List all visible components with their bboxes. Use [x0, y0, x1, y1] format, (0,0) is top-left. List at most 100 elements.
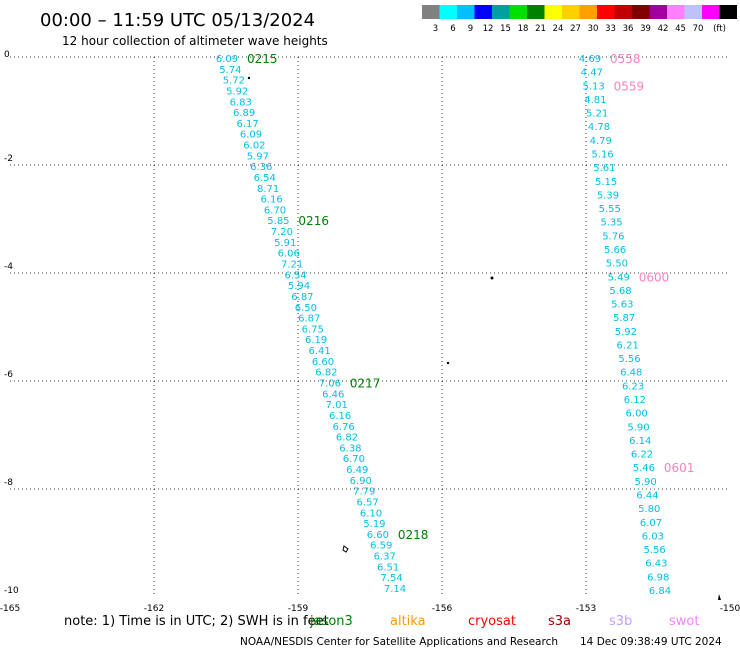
- wave-height-value: 6.02: [243, 141, 265, 152]
- colorbar-label: 27: [570, 24, 581, 34]
- wave-height-value: 7.21: [281, 260, 303, 271]
- track-time-label: 0217: [350, 376, 381, 390]
- longitude-ticks: -165 -162 -159 -156 -153 -150: [0, 604, 740, 614]
- wave-height-value: 6.17: [236, 119, 258, 130]
- wave-height-value: 5.55: [599, 204, 621, 215]
- lat-tick-label: -8: [4, 478, 13, 488]
- wave-height-value: 6.23: [622, 381, 644, 392]
- wave-height-value: 5.21: [586, 109, 608, 120]
- wave-height-value: 6.21: [617, 340, 639, 351]
- wave-height-value: 6.37: [374, 552, 396, 563]
- wave-height-value: 6.22: [631, 450, 653, 461]
- colorbar-swatch: [439, 5, 457, 19]
- colorbar-label: 9: [468, 24, 473, 34]
- wave-height-value: 6.51: [377, 562, 399, 573]
- wave-height-value: 7.79: [353, 487, 375, 498]
- wave-height-value: 5.56: [643, 545, 665, 556]
- colorbar-label: 39: [640, 24, 651, 34]
- wave-height-value: 6.60: [312, 357, 334, 368]
- colorbar-swatch: [649, 5, 667, 19]
- wave-height-value: 4.79: [590, 136, 612, 147]
- wave-height-value: 6.50: [295, 303, 317, 314]
- colorbar-swatch: [474, 5, 492, 19]
- colorbar-swatch: [667, 5, 685, 19]
- colorbar-swatch: [719, 5, 737, 19]
- satellite-legend-item: swot: [669, 614, 699, 629]
- track-time-label: 0558: [610, 52, 641, 66]
- wave-height-value: 7.14: [384, 584, 406, 595]
- colorbar-swatch: [527, 5, 545, 19]
- colorbar-label: 15: [500, 24, 511, 34]
- wave-height-value: 6.54: [254, 173, 276, 184]
- colorbar-swatch: [544, 5, 562, 19]
- wave-height-value: 5.92: [226, 86, 248, 97]
- wave-height-value: 5.56: [618, 354, 640, 365]
- wave-height-value: 5.35: [600, 218, 622, 229]
- wave-height-value: 6.87: [298, 314, 320, 325]
- track-time-label: 0218: [398, 528, 429, 542]
- wave-height-value: 6.98: [647, 572, 669, 583]
- colorbar-swatch: [509, 5, 527, 19]
- lon-tick-label: -159: [288, 604, 309, 614]
- wave-height-value: 5.68: [609, 286, 631, 297]
- footer-credit: NOAA/NESDIS Center for Satellite Applica…: [240, 636, 558, 648]
- wave-height-value: 4.81: [584, 95, 606, 106]
- wave-height-value: 5.74: [219, 65, 241, 76]
- wave-height-value: 7.20: [271, 227, 293, 238]
- colorbar-label: 45: [675, 24, 686, 34]
- wave-height-value: 6.00: [626, 409, 648, 420]
- lat-tick-label: -2: [4, 154, 13, 164]
- colorbar-swatch: [614, 5, 632, 19]
- wave-height-value: 6.76: [332, 422, 354, 433]
- colorbar-label: 36: [623, 24, 634, 34]
- wave-height-value: 8.71: [257, 184, 279, 195]
- wave-height-value: 6.03: [642, 531, 664, 542]
- wave-height-value: 5.91: [274, 238, 296, 249]
- track-time-label: 0215: [247, 52, 278, 66]
- colorbar-label: 18: [518, 24, 529, 34]
- wave-height-value: 4.47: [581, 68, 603, 79]
- island-marker: [342, 545, 349, 553]
- wave-height-value: 6.54: [284, 270, 306, 281]
- satellite-legend-item: s3a: [548, 614, 571, 629]
- wave-height-value: 7.06: [319, 378, 341, 389]
- colorbar-swatch: [422, 5, 440, 19]
- altimeter-tracks: 6.095.745.725.926.836.896.176.096.025.97…: [216, 52, 695, 597]
- island-marker: [247, 76, 251, 80]
- lat-tick-label: -10: [4, 586, 19, 596]
- wave-height-value: 6.57: [356, 497, 378, 508]
- colorbar-swatch: [597, 5, 615, 19]
- satellite-legend-item: s3b: [609, 614, 632, 629]
- wave-height-value: 6.70: [343, 454, 365, 465]
- wave-height-value: 5.72: [223, 76, 245, 87]
- wave-height-value: 6.43: [645, 559, 667, 570]
- wave-height-value: 6.19: [305, 335, 327, 346]
- colorbar-swatch: [457, 5, 475, 19]
- wave-height-value: 6.82: [315, 368, 337, 379]
- wave-height-value: 5.46: [633, 463, 655, 474]
- colorbar-label: 3: [433, 24, 438, 34]
- latitude-ticks: 0 -2 -4 -6 -8 -10: [4, 50, 19, 596]
- footer-note: note: 1) Time is in UTC; 2) SWH is in fe…: [64, 614, 329, 629]
- wave-height-value: 6.59: [370, 541, 392, 552]
- lat-tick-label: -6: [4, 370, 13, 380]
- wave-height-value: 5.50: [606, 259, 628, 270]
- wave-height-value: 6.70: [264, 205, 286, 216]
- wave-height-value: 6.82: [336, 433, 358, 444]
- wave-height-value: 6.36: [250, 162, 272, 173]
- satellite-legend: jason3 altika cryosat s3a s3b swot: [309, 614, 699, 629]
- colorbar-label: 21: [535, 24, 546, 34]
- colorbar-label: (ft): [713, 24, 726, 34]
- wave-height-value: 6.12: [624, 395, 646, 406]
- wave-height-value: 6.49: [346, 465, 368, 476]
- colorbar-label: 33: [605, 24, 616, 34]
- wave-height-value: 5.85: [267, 216, 289, 227]
- lon-tick-label: -165: [0, 604, 20, 614]
- wave-height-value: 5.66: [604, 245, 626, 256]
- wave-height-value: 6.09: [240, 130, 262, 141]
- wave-height-value: 4.78: [588, 122, 610, 133]
- wave-height-value: 5.61: [593, 163, 615, 174]
- wave-height-value: 6.48: [620, 368, 642, 379]
- colorbar-swatch: [562, 5, 580, 19]
